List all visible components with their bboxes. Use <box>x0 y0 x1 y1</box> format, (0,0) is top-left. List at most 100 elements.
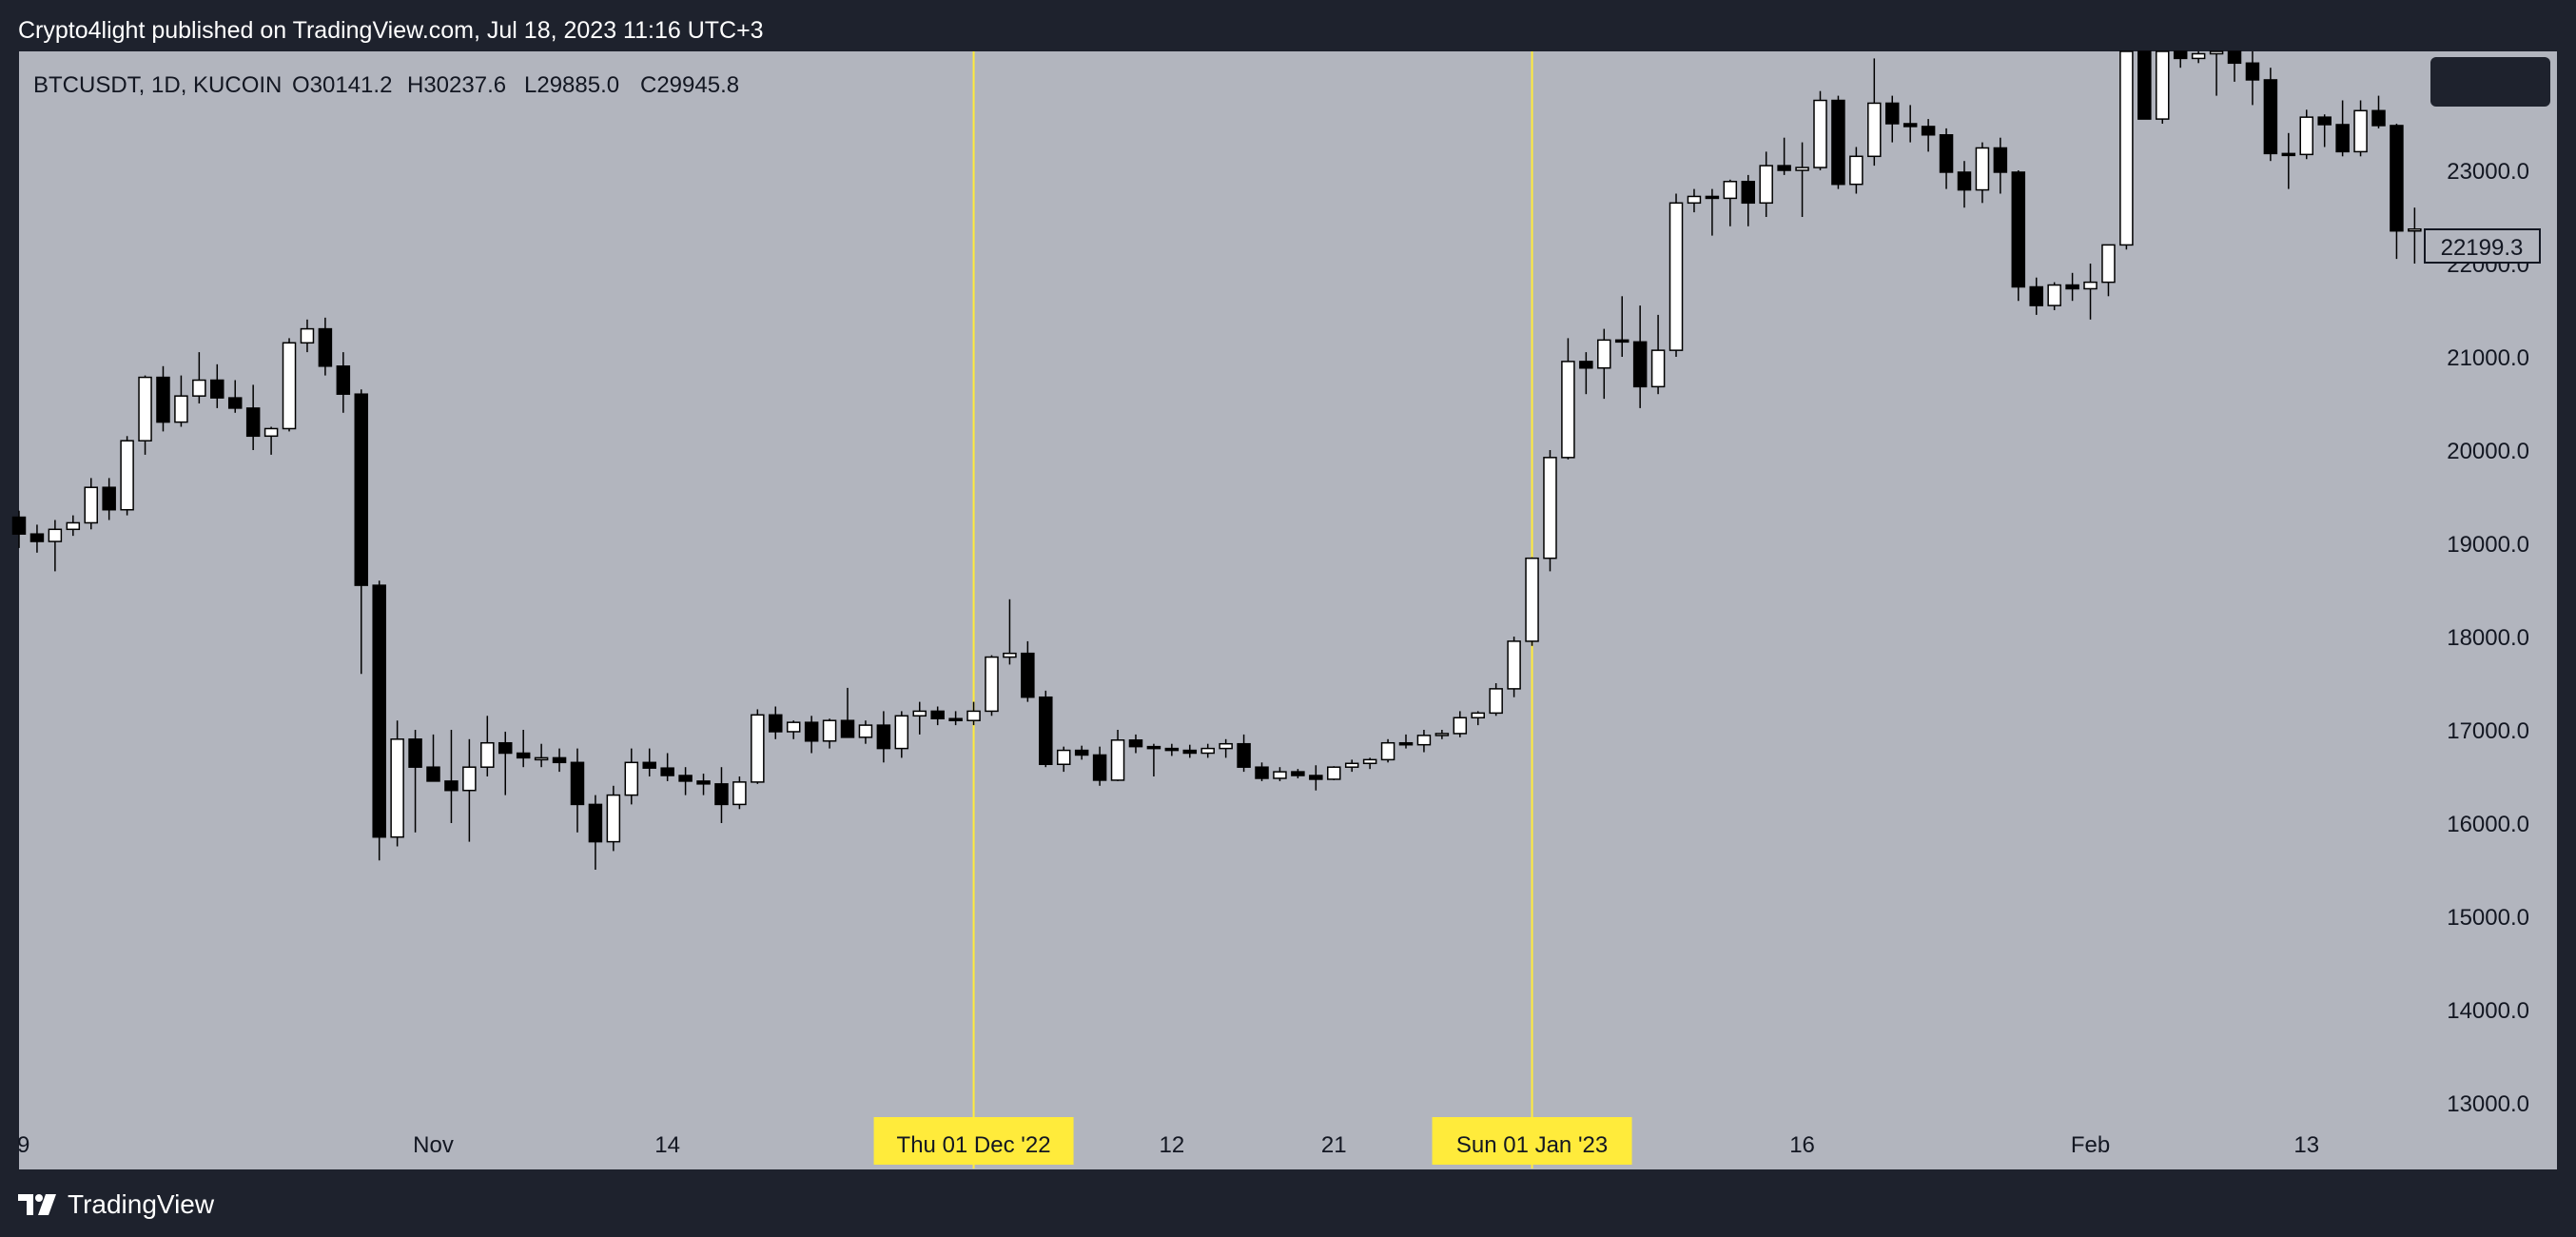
candle <box>1795 142 1809 217</box>
candle <box>660 753 674 781</box>
candle <box>2101 244 2116 297</box>
candle-body-down <box>1074 749 1089 756</box>
candle-body-down <box>588 803 603 843</box>
candle-body-down <box>930 710 945 719</box>
candle-body-down <box>1291 771 1305 776</box>
price-axis[interactable]: 13000.0 14000.0 15000.0 16000.0 17000.0 18000… <box>2447 159 2529 1117</box>
candle <box>1561 338 1575 460</box>
candle <box>1021 640 1035 702</box>
candle <box>300 319 315 353</box>
candle-body-down <box>516 752 531 759</box>
candle <box>1200 743 1215 758</box>
legend: BTCUSDT, 1D, KUCOIN O30141.2 H30237.6 L2… <box>33 72 739 98</box>
candle <box>552 748 567 773</box>
candle <box>1362 757 1377 770</box>
candle-body-down <box>1164 747 1180 752</box>
candle <box>408 730 422 833</box>
candle <box>480 716 495 776</box>
legend-close: C29945.8 <box>640 72 739 98</box>
candle-body-down <box>1921 126 1936 136</box>
candle-body-down <box>408 738 422 768</box>
candle <box>912 701 927 735</box>
candle <box>1632 305 1648 408</box>
candle-body-down <box>2011 171 2026 288</box>
candle-body-down <box>1182 749 1198 755</box>
candle <box>1579 352 1593 395</box>
candle-body-down <box>1398 741 1414 746</box>
candle-body-down <box>1255 766 1269 779</box>
toolbar-placeholder[interactable] <box>2430 57 2550 107</box>
candle <box>2317 114 2332 147</box>
candle <box>606 785 621 852</box>
candle-body-up <box>1056 749 1071 766</box>
candle-body-down <box>1039 696 1053 766</box>
candle <box>1525 557 1539 646</box>
candle <box>192 352 206 403</box>
candle-body-down <box>1128 739 1143 748</box>
candle-body-down <box>2263 79 2278 155</box>
x-tick-label: Feb <box>2071 1132 2110 1158</box>
candle-body-down <box>2173 50 2188 60</box>
candle-body-down <box>570 761 585 806</box>
x-tick-label: 13 <box>2293 1132 2319 1158</box>
candle <box>156 365 170 432</box>
candle-body-down <box>840 719 855 738</box>
marker-date-label: Sun 01 Jan '23 <box>1456 1132 1608 1158</box>
top-right-panel[interactable] <box>2430 57 2550 107</box>
candle-body-up <box>1687 195 1702 205</box>
candle <box>930 706 945 726</box>
x-tick-label: 9 <box>17 1132 29 1158</box>
candle <box>1849 147 1864 194</box>
chart-plot-area[interactable] <box>19 51 2557 1169</box>
tradingview-brand[interactable]: TradingView <box>18 1189 214 1220</box>
candle <box>1597 328 1611 400</box>
candle-body-down <box>1993 147 2008 173</box>
candle <box>2191 51 2206 64</box>
candle-body-up <box>2119 50 2134 246</box>
candle-body-up <box>2408 227 2422 232</box>
candle-body-down <box>210 379 224 399</box>
vertical-markers <box>972 51 1533 1168</box>
last-price-badge: 22199.3 <box>2424 228 2541 264</box>
candle-body-up <box>2156 50 2170 120</box>
brand-name: TradingView <box>68 1189 215 1219</box>
candlestick-chart[interactable]: 13000.0 14000.0 15000.0 16000.0 17000.0 18000… <box>0 0 2576 1169</box>
candle-body-up <box>1434 733 1450 736</box>
candle-body-up <box>2353 109 2368 153</box>
x-tick-label: Nov <box>413 1132 454 1158</box>
candle-body-up <box>786 721 801 733</box>
candle <box>1056 746 1071 773</box>
legend-low: L29885.0 <box>524 72 619 98</box>
candle <box>1344 759 1359 773</box>
candles-series <box>11 50 2422 870</box>
candle <box>426 734 440 782</box>
x-tick-label: 16 <box>1789 1132 1815 1158</box>
marker-date-badge <box>1432 1117 1632 1165</box>
candle-body-down <box>1579 361 1593 369</box>
footer-bar: TradingView <box>0 1169 2576 1237</box>
candle <box>29 524 45 553</box>
candle <box>1471 711 1485 726</box>
y-tick-label: 13000.0 <box>2447 1091 2529 1117</box>
candle-body-up <box>174 395 188 423</box>
candle <box>1489 683 1503 717</box>
candle <box>1453 711 1468 737</box>
candle-body-down <box>1632 341 1648 388</box>
candle <box>1434 730 1450 739</box>
candle-body-down <box>804 721 819 742</box>
candle <box>2047 282 2061 310</box>
candle <box>2156 50 2170 124</box>
candle <box>822 718 837 749</box>
candle <box>2065 272 2079 302</box>
candle-body-up <box>1200 747 1215 755</box>
candle <box>876 711 891 763</box>
candle <box>390 720 404 847</box>
candle-body-up <box>1759 165 1773 205</box>
candle-body-up <box>966 710 981 721</box>
last-price-label: 22199.3 <box>2441 235 2524 261</box>
candle-body-down <box>2335 124 2350 153</box>
candle-body-up <box>263 427 279 438</box>
candle <box>966 701 981 726</box>
candle-body-down <box>444 780 459 792</box>
